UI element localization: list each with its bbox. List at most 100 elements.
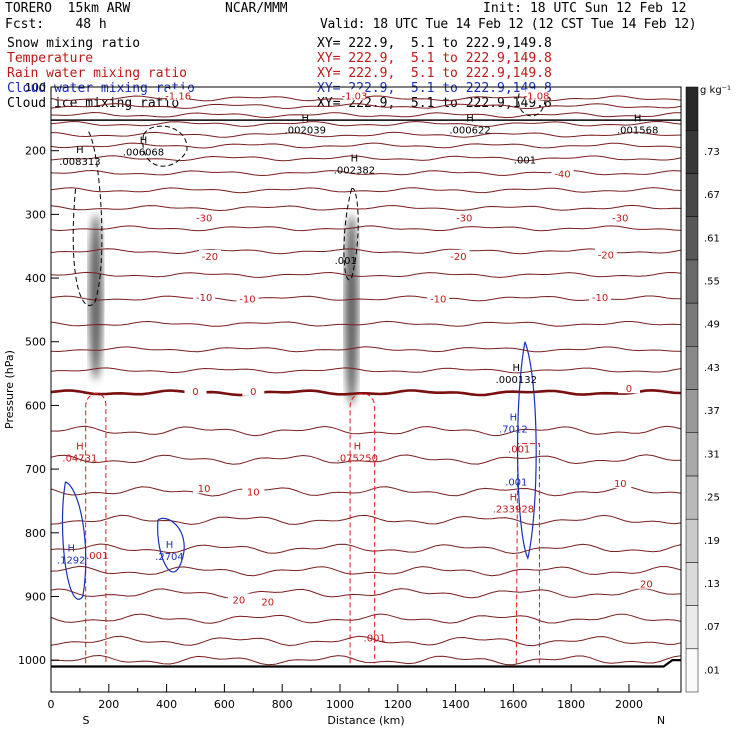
- y-tick-label: 300: [25, 208, 46, 221]
- extremum-marker: H: [513, 363, 521, 374]
- cloud-water-contour: [61, 481, 87, 600]
- temperature-label: -40: [554, 170, 570, 181]
- colorbar-cell: [685, 86, 699, 131]
- extremum-value: .075250: [337, 453, 378, 464]
- temperature-contour: [50, 155, 682, 162]
- colorbar-cell: [685, 475, 699, 520]
- snow-ice-contour: [72, 131, 103, 306]
- extremum-marker: H: [510, 413, 518, 424]
- rain-contour: [85, 392, 107, 664]
- temperature-contour: [50, 654, 682, 666]
- temperature-label: 0: [192, 387, 198, 398]
- temperature-label-bg: [193, 482, 216, 494]
- temperature-label-bg: [227, 593, 250, 605]
- temperature-contour: [50, 225, 682, 232]
- extremum-value: .001: [505, 478, 527, 489]
- x-tick-label: 800: [272, 698, 293, 711]
- extremum-value: .001: [508, 444, 530, 455]
- temperature-label: -10: [592, 293, 608, 304]
- extremum-value: .000622: [449, 125, 490, 136]
- extremum-value: .2704: [155, 552, 184, 563]
- temperature-contour: [50, 635, 682, 647]
- mixing-ratio-contours: [61, 93, 546, 664]
- colorbar-label: .13: [704, 579, 720, 590]
- temperature-label-bg: [551, 167, 574, 179]
- colorbar-cell: [685, 173, 699, 217]
- extremum-value: .002039: [285, 125, 326, 136]
- colorbar-cell: [685, 259, 699, 304]
- temperature-label-bg: [184, 384, 207, 396]
- snow-ice-contour: [517, 93, 546, 117]
- colorbar-cell: [685, 648, 699, 693]
- snow-plume-1: [344, 214, 359, 406]
- temperature-label: 20: [261, 598, 274, 609]
- colorbar-label: .25: [704, 493, 720, 504]
- valid-time: Valid: 18 UTC Tue 14 Feb 12 (12 CST Tue …: [320, 17, 697, 32]
- temperature-contour: [50, 169, 682, 177]
- temperature-label: 0: [626, 384, 632, 395]
- y-tick-label: 100: [25, 81, 46, 94]
- temperature-label: -20: [598, 250, 614, 261]
- y-tick-label: 800: [25, 527, 46, 540]
- y-tick-label: 500: [25, 336, 46, 349]
- legend-rain-xy: XY= 222.9, 5.1 to 222.9,149.8: [317, 66, 552, 81]
- temperature-contour: [50, 295, 682, 302]
- colorbar-cell: [685, 518, 699, 563]
- temperature-contour: [50, 204, 682, 212]
- colorbar-unit: g kg⁻¹: [700, 85, 731, 96]
- y-tick-label: 200: [25, 145, 46, 158]
- colorbar-cell: [685, 129, 699, 174]
- temperature-label: -10: [196, 293, 212, 304]
- temperature-label-bg: [635, 577, 658, 589]
- temperature-contour: [50, 514, 682, 526]
- colorbar-label: .73: [704, 147, 720, 158]
- contour-labels: -30 -30 -30 -20 -20 -20 -10 -10 -10 -10 0 0 0 10 10 10 2…: [57, 89, 658, 645]
- temperature-contour: [50, 271, 682, 278]
- temperature-contours: [50, 95, 682, 666]
- colorbar: .01 .07 .13 .19 .25 .31 .37 .43 .49 .55 .61 .67 .73 g…: [685, 85, 731, 693]
- temperature-label-bg: [589, 291, 612, 303]
- temperature-label-bg: [609, 477, 632, 489]
- snow-plume-0: [88, 214, 103, 380]
- temperature-contour: [50, 565, 682, 577]
- temperature-label-bg: [525, 89, 548, 101]
- x-tick-label: 600: [214, 698, 235, 711]
- south-label: S: [83, 714, 90, 727]
- temperature-label: -10: [430, 294, 446, 305]
- temperature-label-bg: [242, 485, 265, 497]
- temperature-label-bg: [242, 384, 265, 396]
- extremum-marker: H: [510, 492, 518, 503]
- temperature-label-bg: [256, 595, 279, 607]
- temperature-contour: [50, 95, 682, 102]
- snow-shading: [88, 214, 359, 406]
- x-tick-label: 2000: [615, 698, 643, 711]
- x-tick-label: 400: [156, 698, 177, 711]
- temperature-contour: [50, 111, 682, 119]
- temperature-label: -1.03: [342, 91, 368, 102]
- temperature-label: -30: [196, 214, 212, 225]
- extremum-value: .001568: [617, 125, 658, 136]
- temperature-label-bg: [343, 89, 366, 101]
- legend-snow-xy: XY= 222.9, 5.1 to 222.9,149.8: [317, 36, 552, 51]
- legend-cloudwater-name: Cloud water mixing ratio: [7, 81, 195, 96]
- y-tick-label: 400: [25, 272, 46, 285]
- temperature-label: 10: [198, 484, 211, 495]
- legend-snow-name: Snow mixing ratio: [7, 36, 141, 51]
- temperature-contour: [50, 120, 682, 128]
- snow-ice-contour: [142, 125, 188, 167]
- plot-frame: [50, 86, 682, 693]
- plot-border: [50, 86, 682, 693]
- temperature-label-bg: [453, 211, 476, 223]
- temperature-label-bg: [198, 249, 221, 261]
- temperature-label: -10: [239, 294, 255, 305]
- x-tick-label: 1600: [499, 698, 527, 711]
- temperature-contour: [50, 454, 682, 465]
- x-tick-label: 1800: [557, 698, 585, 711]
- temperature-label-bg: [609, 211, 632, 223]
- temperature-contour: [50, 613, 682, 624]
- terrain-line: [51, 659, 681, 668]
- extremum-marker: H: [166, 540, 174, 551]
- temperature-contour: [50, 367, 682, 374]
- temperature-label: 20: [640, 580, 653, 591]
- extremum-marker: H: [302, 113, 310, 124]
